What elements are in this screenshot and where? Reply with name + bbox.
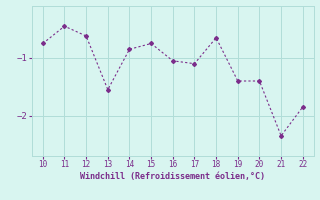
X-axis label: Windchill (Refroidissement éolien,°C): Windchill (Refroidissement éolien,°C) [80, 172, 265, 181]
